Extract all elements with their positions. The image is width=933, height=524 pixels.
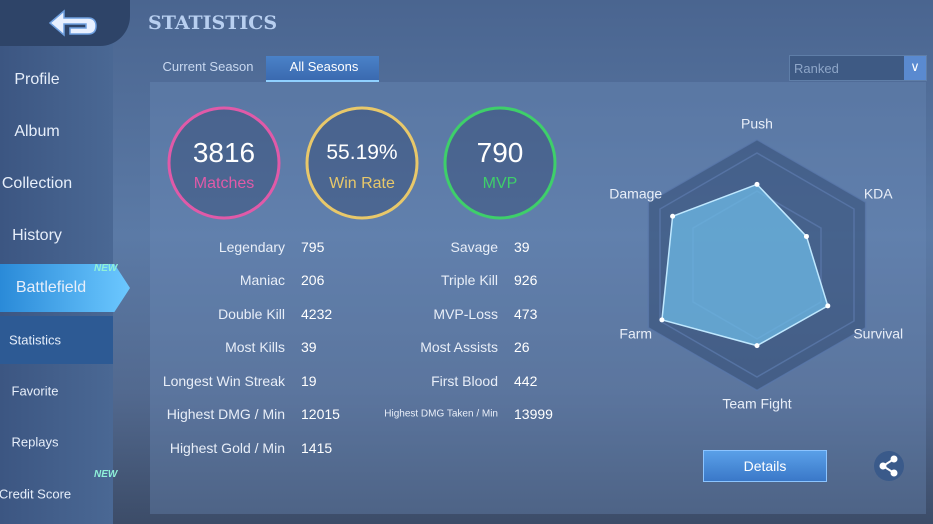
stat-value: 39 xyxy=(301,339,317,355)
summary-label: MVP xyxy=(482,175,518,192)
stat-value: 926 xyxy=(514,272,538,288)
sidebar-item[interactable]: Replays xyxy=(11,434,59,450)
stat-value: 473 xyxy=(514,306,538,322)
sidebar-item[interactable]: Album xyxy=(14,123,60,140)
filter-dropdown[interactable]: Ranked ∨ xyxy=(789,55,927,81)
tab[interactable]: Current Season xyxy=(162,59,254,74)
radar-point xyxy=(659,317,665,323)
filter-label: Ranked xyxy=(794,61,839,76)
radar-point xyxy=(803,233,809,239)
radar-axis-label: Team Fight xyxy=(722,396,791,412)
active-section xyxy=(0,264,130,312)
radar-chart: Push KDA Survival Team Fight Farm Damage xyxy=(609,116,903,412)
summary-ring xyxy=(443,106,557,220)
sidebar xyxy=(0,0,113,524)
summary-value: 790 xyxy=(476,137,524,168)
sidebar-item[interactable]: Profile xyxy=(14,71,60,88)
summary-ring xyxy=(167,106,281,220)
stat-value: 4232 xyxy=(301,306,333,322)
stat-value: 26 xyxy=(514,339,530,355)
radar-axis-label: Survival xyxy=(853,326,903,342)
stat-label: Most Kills xyxy=(225,339,285,355)
stat-value: 13999 xyxy=(514,406,553,422)
stat-value: 442 xyxy=(514,373,538,389)
radar-axis-label: Push xyxy=(741,116,773,132)
radar-axis-label: KDA xyxy=(864,186,893,202)
stat-label: Most Assists xyxy=(420,339,498,355)
sidebar-item[interactable]: Credit Score xyxy=(0,486,72,502)
stat-label: Highest DMG Taken / Min xyxy=(384,408,498,420)
stat-label: Maniac xyxy=(239,272,285,288)
stat-label: Highest Gold / Min xyxy=(169,440,285,456)
summary-value: 3816 xyxy=(192,137,256,168)
sidebar-item[interactable]: Statistics xyxy=(8,332,61,348)
stat-label: First Blood xyxy=(431,373,498,389)
summary-label: Matches xyxy=(193,175,255,192)
radar-point xyxy=(754,181,760,187)
sidebar-item[interactable]: Battlefield xyxy=(15,279,87,296)
radar-point xyxy=(670,213,676,219)
details-button[interactable]: Details xyxy=(703,450,827,482)
summary-label: Win Rate xyxy=(329,175,395,192)
stat-value: 12015 xyxy=(301,406,340,422)
stat-label: Savage xyxy=(450,239,498,255)
stat-value: 206 xyxy=(301,272,325,288)
radar-ring xyxy=(659,152,855,378)
sidebar-item[interactable]: Collection xyxy=(1,175,73,192)
summary-ring xyxy=(305,106,419,220)
stat-label: Legendary xyxy=(218,239,285,255)
stat-value: 39 xyxy=(514,239,530,255)
summary-value: 55.19% xyxy=(326,141,398,164)
stat-label: MVP-Loss xyxy=(433,306,498,322)
sidebar-item[interactable]: Favorite xyxy=(11,383,59,399)
radar-point xyxy=(754,343,760,349)
active-tab xyxy=(266,56,379,82)
back-button[interactable] xyxy=(40,6,100,40)
radar-axis-label: Damage xyxy=(609,186,662,202)
stat-value: 1415 xyxy=(301,440,333,456)
radar-point xyxy=(825,303,831,309)
new-badge: NEW xyxy=(94,469,118,480)
new-badge: NEW xyxy=(94,263,118,274)
active-subsection xyxy=(0,316,113,364)
radar-axis-label: Farm xyxy=(619,326,652,342)
stat-value: 19 xyxy=(301,373,317,389)
stat-label: Triple Kill xyxy=(440,272,498,288)
stat-label: Longest Win Streak xyxy=(162,373,285,389)
stat-label: Double Kill xyxy=(218,306,285,322)
share-button[interactable] xyxy=(873,450,905,482)
sidebar-item[interactable]: History xyxy=(12,227,62,244)
stat-label: Highest DMG / Min xyxy=(166,406,285,422)
tab[interactable]: All Seasons xyxy=(289,59,359,74)
page-title: STATISTICS xyxy=(148,12,278,34)
stat-value: 795 xyxy=(301,239,325,255)
